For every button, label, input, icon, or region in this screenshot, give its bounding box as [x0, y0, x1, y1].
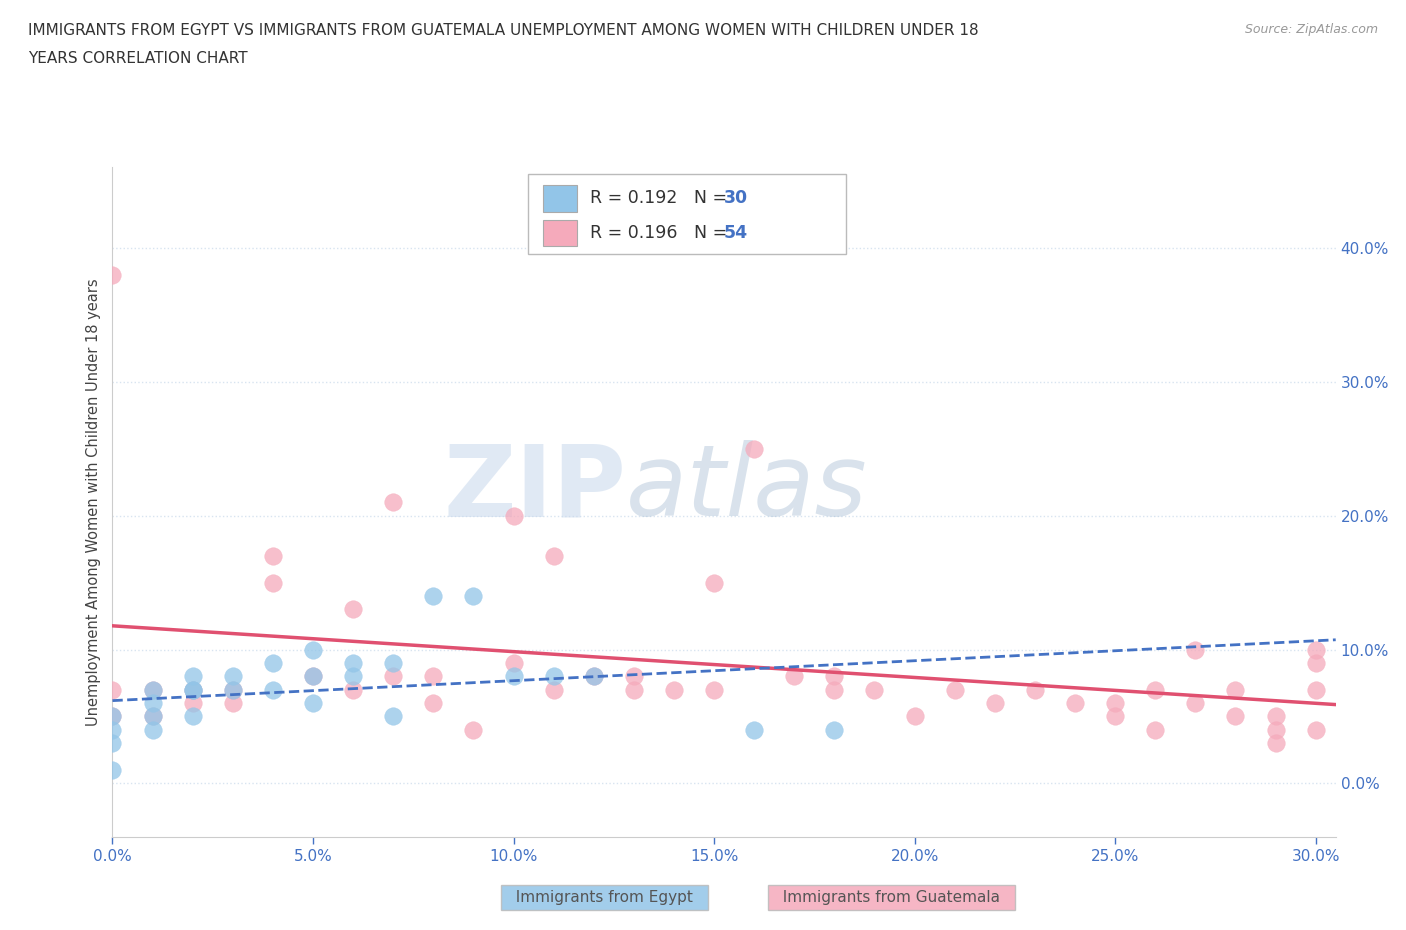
- Point: [222, 683, 245, 698]
- Point: [1264, 736, 1286, 751]
- Point: [382, 709, 405, 724]
- Point: [1264, 709, 1286, 724]
- Point: [302, 642, 325, 657]
- Point: [1144, 683, 1167, 698]
- Point: [742, 441, 765, 456]
- Point: [582, 669, 605, 684]
- Text: Immigrants from Guatemala: Immigrants from Guatemala: [773, 890, 1010, 905]
- Point: [863, 683, 886, 698]
- Point: [342, 602, 364, 617]
- Point: [703, 683, 725, 698]
- Point: [1225, 709, 1247, 724]
- Point: [1264, 723, 1286, 737]
- Point: [1104, 709, 1126, 724]
- Point: [101, 267, 124, 282]
- Point: [823, 669, 845, 684]
- Point: [262, 683, 284, 698]
- Point: [142, 683, 165, 698]
- Text: R = 0.196   N =: R = 0.196 N =: [589, 224, 733, 242]
- Point: [342, 683, 364, 698]
- Point: [382, 669, 405, 684]
- Point: [1104, 696, 1126, 711]
- Point: [262, 549, 284, 564]
- Point: [582, 669, 605, 684]
- Point: [903, 709, 925, 724]
- Text: YEARS CORRELATION CHART: YEARS CORRELATION CHART: [28, 51, 247, 66]
- Point: [142, 696, 165, 711]
- Y-axis label: Unemployment Among Women with Children Under 18 years: Unemployment Among Women with Children U…: [86, 278, 101, 726]
- Point: [101, 723, 124, 737]
- Point: [1305, 683, 1327, 698]
- Point: [662, 683, 685, 698]
- Point: [181, 683, 204, 698]
- Bar: [543, 219, 578, 246]
- Point: [181, 683, 204, 698]
- Point: [1305, 656, 1327, 671]
- Text: ZIP: ZIP: [443, 440, 626, 538]
- Point: [543, 549, 565, 564]
- Point: [502, 669, 524, 684]
- Text: IMMIGRANTS FROM EGYPT VS IMMIGRANTS FROM GUATEMALA UNEMPLOYMENT AMONG WOMEN WITH: IMMIGRANTS FROM EGYPT VS IMMIGRANTS FROM…: [28, 23, 979, 38]
- Point: [101, 683, 124, 698]
- Point: [623, 669, 645, 684]
- Point: [142, 709, 165, 724]
- Point: [181, 669, 204, 684]
- Point: [463, 589, 485, 604]
- Point: [623, 683, 645, 698]
- Point: [1064, 696, 1087, 711]
- Bar: [543, 185, 578, 212]
- Point: [181, 696, 204, 711]
- Point: [222, 696, 245, 711]
- Point: [1184, 696, 1206, 711]
- Point: [101, 763, 124, 777]
- Point: [502, 656, 524, 671]
- Point: [181, 709, 204, 724]
- Point: [142, 683, 165, 698]
- Point: [1144, 723, 1167, 737]
- Point: [543, 683, 565, 698]
- Point: [1305, 723, 1327, 737]
- Point: [101, 736, 124, 751]
- Point: [262, 575, 284, 590]
- Point: [823, 723, 845, 737]
- Point: [502, 508, 524, 523]
- Point: [302, 669, 325, 684]
- Point: [342, 669, 364, 684]
- Text: 30: 30: [724, 189, 748, 207]
- Point: [943, 683, 966, 698]
- Point: [101, 709, 124, 724]
- Point: [342, 656, 364, 671]
- Bar: [529, 174, 846, 255]
- Point: [984, 696, 1007, 711]
- Point: [823, 683, 845, 698]
- Point: [1184, 642, 1206, 657]
- Point: [543, 669, 565, 684]
- Point: [222, 683, 245, 698]
- Point: [262, 656, 284, 671]
- Point: [703, 575, 725, 590]
- Point: [422, 696, 444, 711]
- Point: [302, 669, 325, 684]
- Point: [302, 696, 325, 711]
- Point: [1225, 683, 1247, 698]
- Point: [422, 589, 444, 604]
- Text: R = 0.192   N =: R = 0.192 N =: [589, 189, 733, 207]
- Point: [463, 723, 485, 737]
- Point: [382, 656, 405, 671]
- Point: [1305, 642, 1327, 657]
- Point: [101, 709, 124, 724]
- Point: [742, 723, 765, 737]
- Text: Immigrants from Egypt: Immigrants from Egypt: [506, 890, 703, 905]
- Point: [382, 495, 405, 510]
- Text: 54: 54: [724, 224, 748, 242]
- Point: [181, 683, 204, 698]
- Point: [142, 723, 165, 737]
- Point: [1024, 683, 1046, 698]
- Text: Source: ZipAtlas.com: Source: ZipAtlas.com: [1244, 23, 1378, 36]
- Point: [222, 669, 245, 684]
- Text: atlas: atlas: [626, 440, 868, 538]
- Point: [422, 669, 444, 684]
- Point: [142, 709, 165, 724]
- Point: [783, 669, 806, 684]
